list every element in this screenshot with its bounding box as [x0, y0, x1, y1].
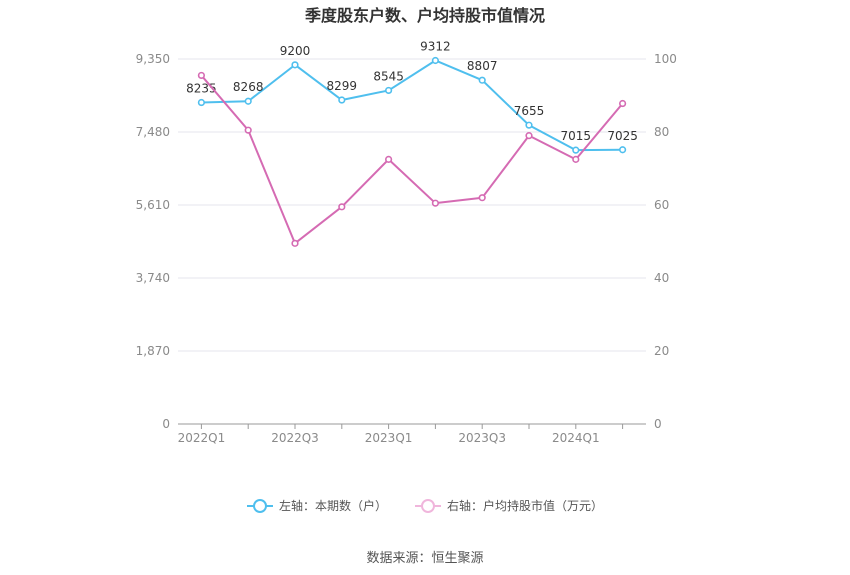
x-tick-label: 2022Q1	[178, 431, 226, 445]
data-label: 9312	[420, 39, 451, 53]
data-point	[291, 61, 299, 69]
data-point	[478, 76, 486, 84]
legend: 左轴：本期数（户） 右轴：户均持股市值（万元）	[0, 497, 850, 514]
series-line-0	[201, 59, 623, 152]
y-right-tick-label: 80	[654, 125, 669, 139]
y-left-tick-label: 7,480	[136, 125, 170, 139]
data-label: 8807	[467, 59, 498, 73]
data-point	[431, 56, 440, 65]
data-label: 7655	[514, 104, 545, 118]
y-right-tick-label: 40	[654, 271, 669, 285]
legend-swatch-households	[246, 498, 273, 513]
data-point	[385, 86, 393, 95]
y-left-tick-label: 9,350	[136, 52, 170, 66]
legend-label-households: 左轴：本期数（户）	[278, 499, 387, 513]
data-point	[338, 96, 346, 104]
x-tick-label: 2023Q1	[365, 431, 413, 445]
data-point	[572, 146, 580, 154]
data-point	[291, 239, 299, 247]
y-right-tick-label: 60	[654, 198, 669, 212]
data-point	[618, 146, 627, 154]
source-note: 数据来源：恒生聚源	[366, 551, 484, 566]
x-tick-label: 2022Q3	[271, 431, 319, 445]
data-point	[385, 155, 393, 163]
legend-item-households[interactable]: 左轴：本期数（户）	[246, 497, 387, 514]
data-point	[525, 121, 533, 129]
y-right-tick-label: 0	[654, 417, 662, 431]
y-left-tick-label: 5,610	[136, 198, 170, 212]
series-line-1	[200, 74, 624, 245]
data-point	[572, 155, 580, 163]
y-left-tick-label: 3,740	[136, 271, 170, 285]
data-point	[618, 99, 627, 108]
data-point	[431, 199, 440, 207]
legend-swatch-avg-value	[415, 498, 441, 513]
data-label: 9200	[280, 44, 311, 58]
data-point	[244, 97, 252, 105]
data-point	[478, 194, 486, 202]
x-tick-label: 2023Q3	[458, 431, 506, 445]
data-point	[244, 126, 252, 134]
legend-item-avg-value[interactable]: 右轴：户均持股市值（万元）	[415, 497, 603, 514]
y-right-tick-label: 100	[654, 52, 677, 66]
y-left-tick-label: 1,870	[136, 344, 170, 358]
chart-title: 季度股东户数、户均持股市值情况	[304, 6, 545, 25]
y-right-tick-label: 20	[654, 344, 669, 358]
data-label: 8545	[373, 69, 404, 83]
data-label: 7015	[561, 129, 592, 143]
y-left-tick-label: 0	[162, 417, 170, 431]
data-point	[525, 132, 533, 140]
data-point	[197, 71, 205, 80]
data-point	[197, 98, 205, 107]
data-label: 8299	[327, 79, 358, 93]
data-label: 7025	[607, 129, 638, 143]
data-point	[338, 203, 346, 211]
x-tick-label: 2024Q1	[552, 431, 600, 445]
data-label: 8268	[233, 80, 264, 94]
legend-label-avg-value: 右轴：户均持股市值（万元）	[447, 499, 604, 513]
